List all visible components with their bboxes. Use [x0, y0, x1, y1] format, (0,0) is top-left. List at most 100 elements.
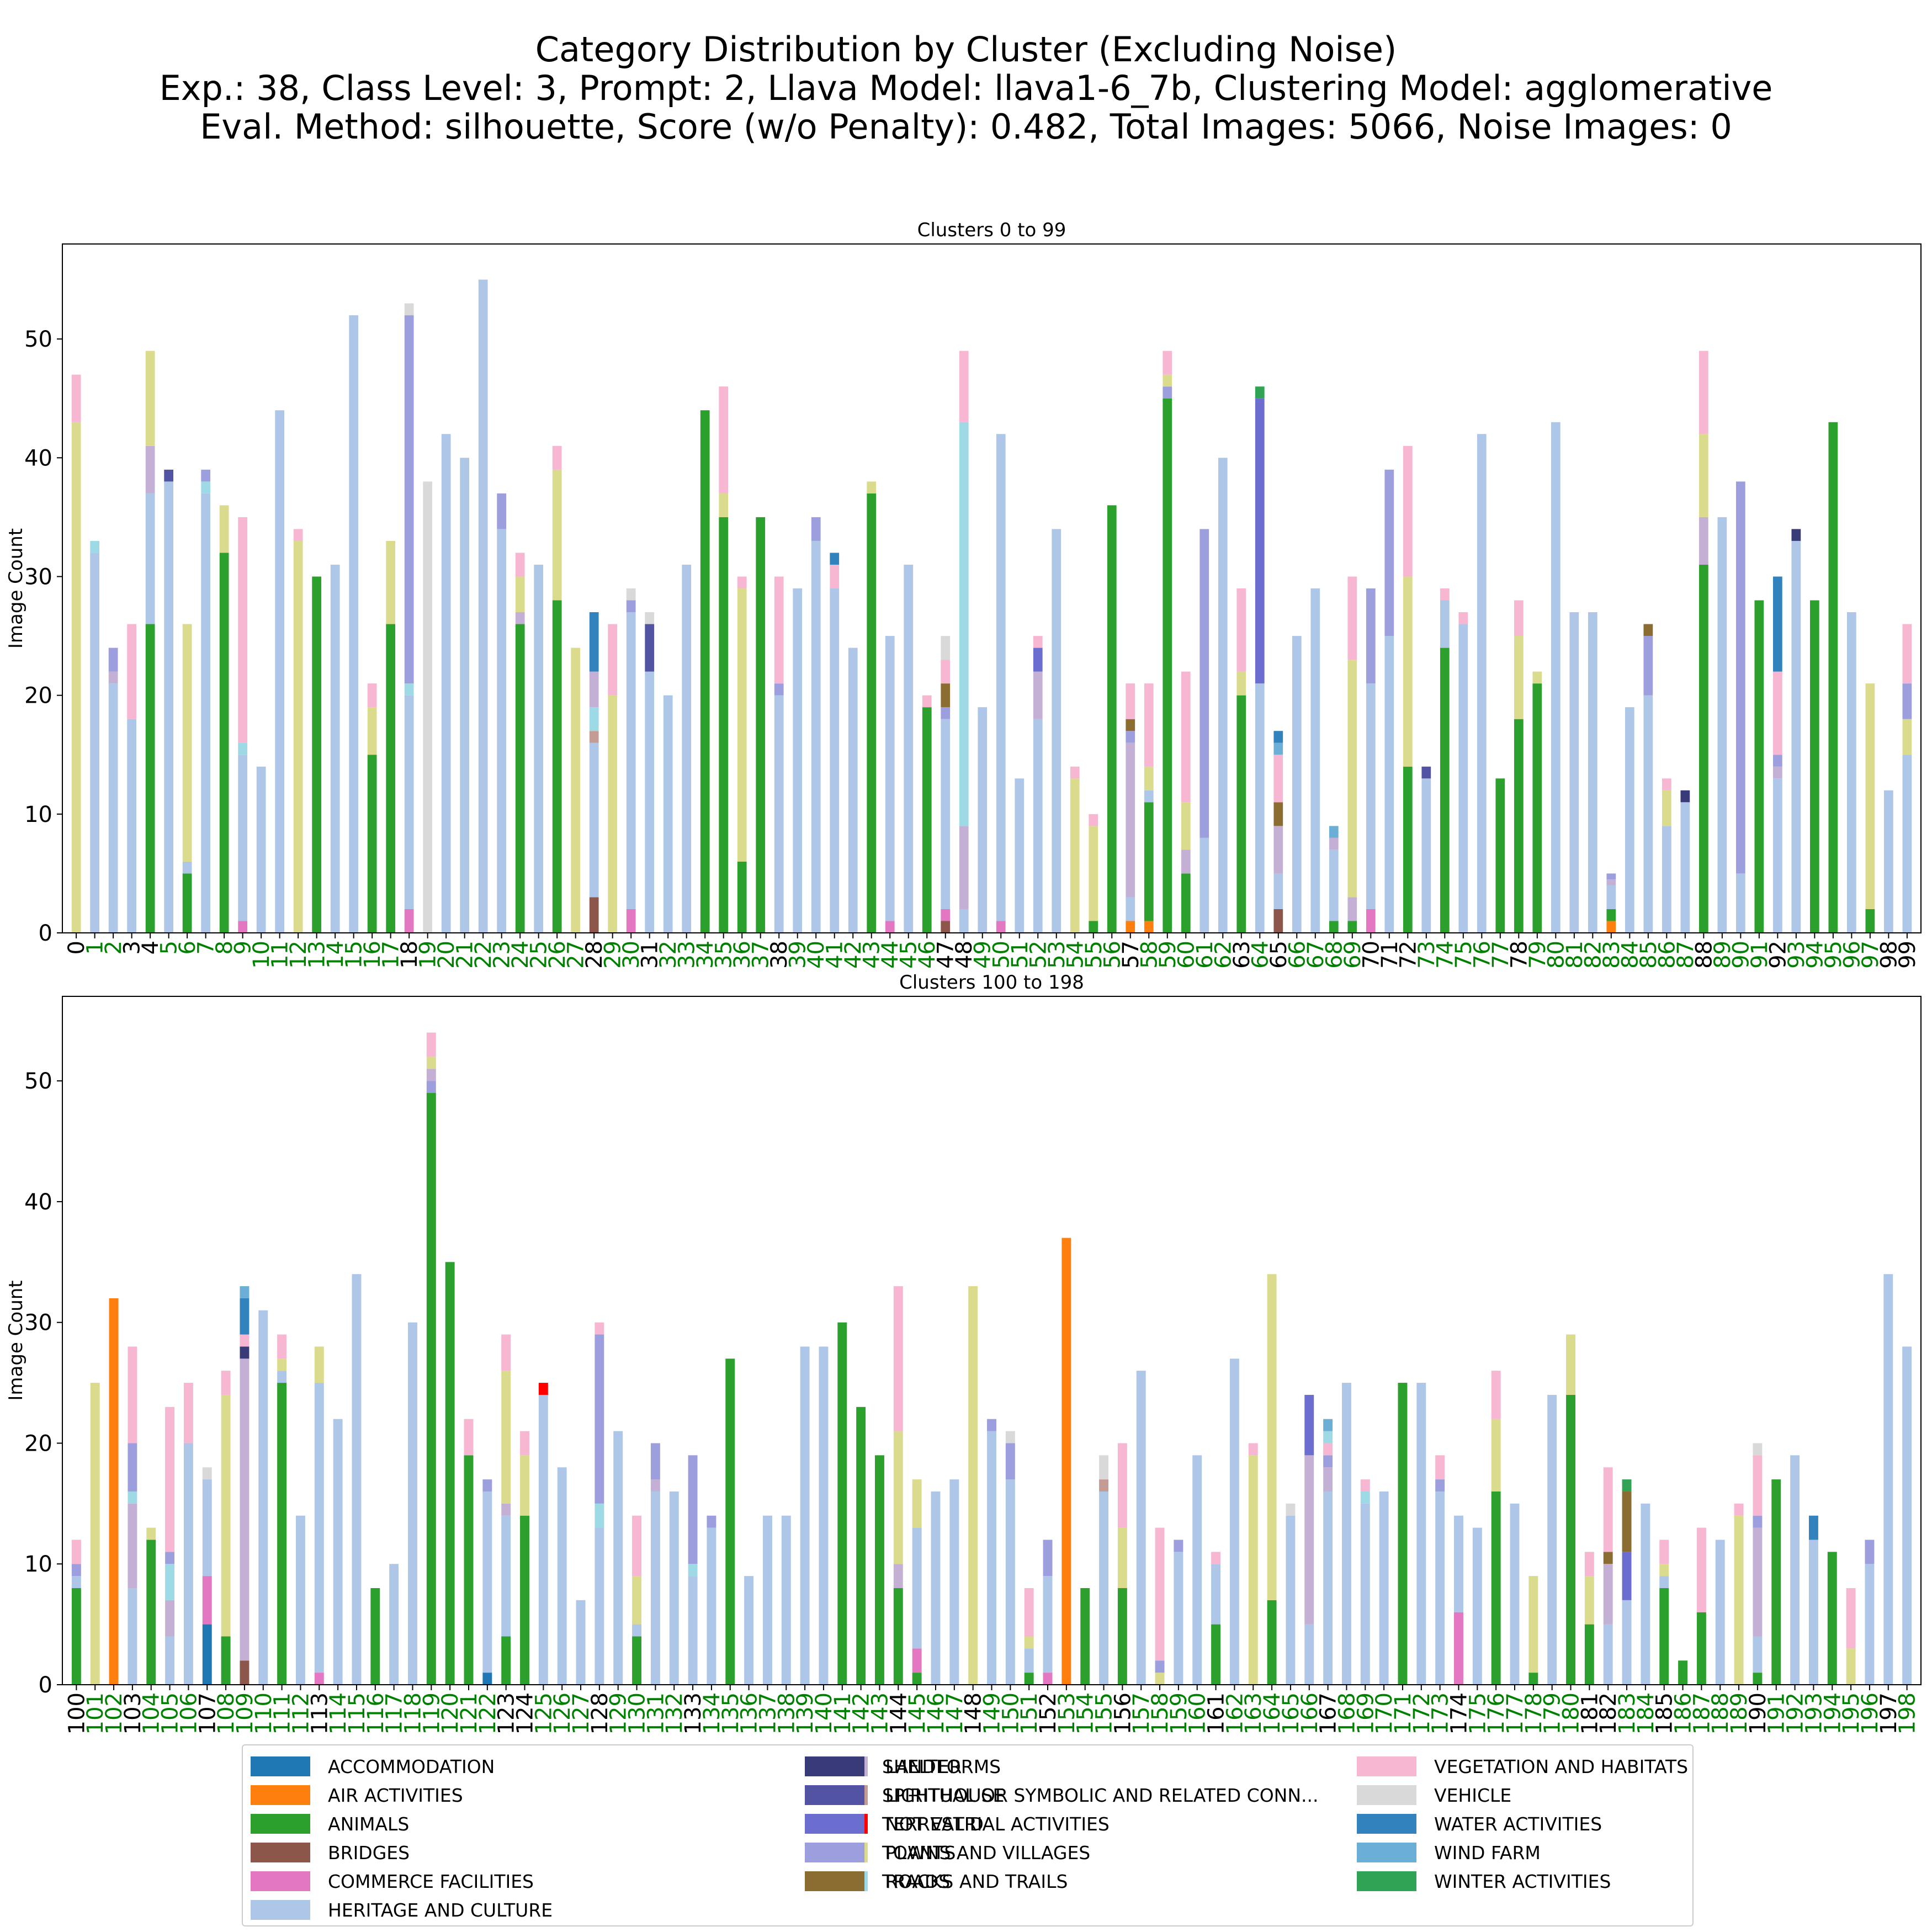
bar-segment: [1547, 1394, 1557, 1685]
bar-segment: [744, 1576, 754, 1685]
bar-segment: [367, 707, 377, 755]
bar-segment: [1163, 374, 1172, 387]
bar-segment: [1753, 1527, 1763, 1637]
bar-segment: [445, 1262, 455, 1685]
bar-segment: [201, 481, 211, 493]
x-tick-label: 124: [513, 1692, 538, 1734]
x-tick-label: 43: [859, 941, 885, 969]
bar-segment: [1366, 683, 1376, 909]
x-tick-label: 109: [232, 1692, 258, 1734]
bar-segment: [1273, 826, 1283, 874]
x-tick-label: 85: [1636, 941, 1662, 969]
bar-segment: [1099, 1491, 1108, 1685]
bar-segment: [1329, 921, 1339, 933]
x-tick-label: 148: [961, 1692, 986, 1734]
bar-segment: [1662, 790, 1671, 826]
x-tick-label: 59: [1155, 941, 1181, 969]
legend-label: VEHICLE: [1434, 1784, 1512, 1806]
bar-segment: [1606, 879, 1616, 885]
bar-segment: [1491, 1419, 1501, 1492]
bar-segment: [182, 624, 192, 862]
x-tick-label: 139: [793, 1692, 818, 1734]
x-tick-label: 23: [490, 941, 515, 969]
bar-segment: [1827, 1552, 1837, 1685]
x-tick-label: 126: [550, 1692, 575, 1734]
bar-segment: [460, 458, 470, 933]
bar-segment: [71, 374, 81, 422]
title-line-2: Exp.: 38, Class Level: 3, Prompt: 2, Lla…: [159, 68, 1773, 108]
x-tick-label: 179: [1540, 1692, 1565, 1734]
bar-segment: [538, 1394, 548, 1685]
x-tick-label: 102: [102, 1692, 127, 1734]
bar-segment: [688, 1576, 698, 1685]
x-tick-label: 108: [214, 1692, 239, 1734]
x-tick-label: 187: [1689, 1692, 1715, 1734]
bar-segment: [1791, 540, 1801, 933]
bar-segment: [1606, 885, 1616, 909]
bar-segment: [1099, 1455, 1108, 1480]
bar-segment: [1181, 850, 1191, 874]
x-tick-label: 142: [849, 1692, 874, 1734]
bar-segment: [145, 624, 155, 933]
bar-segment: [1454, 1612, 1463, 1685]
x-tick-label: 169: [1353, 1692, 1378, 1734]
x-tick-label: 73: [1414, 941, 1440, 969]
bar-segment: [258, 1310, 268, 1685]
bar-segment: [931, 1491, 941, 1685]
bar-segment: [349, 315, 359, 933]
legend-swatch: [1357, 1756, 1416, 1776]
bar-segment: [682, 564, 692, 933]
x-tick-label: 16: [360, 941, 385, 969]
bar-segment: [1384, 636, 1394, 933]
bar-segment: [1435, 1491, 1445, 1685]
x-tick-label: 161: [1204, 1692, 1229, 1734]
bar-segment: [482, 1479, 492, 1492]
bar-segment: [1403, 576, 1413, 767]
bar-segment: [1435, 1479, 1445, 1492]
bar-segment: [632, 1515, 642, 1577]
bar-segment: [1211, 1564, 1221, 1625]
bar-segment: [370, 1588, 380, 1685]
bar-segment: [688, 1455, 698, 1564]
bar-segment: [145, 351, 155, 446]
bar-segment: [1310, 588, 1320, 933]
bar-segment: [737, 576, 747, 588]
bar-segment: [1662, 826, 1671, 933]
y-tick-label: 40: [24, 445, 52, 471]
bar-segment: [202, 1467, 212, 1480]
bar-segment: [719, 386, 729, 493]
bar-segment: [774, 683, 784, 696]
bar-segment: [314, 1673, 324, 1685]
bar-segment: [1771, 1479, 1781, 1685]
bar-segment: [404, 303, 414, 316]
bar-segment: [707, 1515, 716, 1528]
bar-segment: [1144, 683, 1154, 767]
legend-label: TERRESTRIAL ACTIVITIES: [882, 1813, 1110, 1835]
x-tick-label: 19: [416, 941, 441, 969]
bar-segment: [959, 422, 969, 826]
bar-segment: [811, 517, 821, 541]
x-tick-label: 58: [1137, 941, 1162, 969]
bar-segment: [1643, 695, 1653, 933]
legend-label: WIND FARM: [1434, 1841, 1541, 1864]
x-tick-label: 55: [1081, 941, 1107, 969]
y-tick-label: 0: [39, 921, 52, 946]
bar-segment: [71, 1540, 81, 1564]
bar-segment: [219, 553, 229, 933]
x-tick-label: 146: [923, 1692, 949, 1734]
bar-segment: [912, 1527, 922, 1649]
bar-segment: [1136, 1371, 1146, 1685]
bar-segment: [330, 564, 340, 933]
bar-segment: [1902, 1346, 1912, 1685]
x-tick-label: 128: [587, 1692, 613, 1734]
bar-segment: [108, 683, 118, 933]
bar-segment: [1603, 1467, 1613, 1552]
bar-segment: [1126, 719, 1135, 731]
bar-segment: [1329, 837, 1339, 850]
x-tick-label: 189: [1727, 1692, 1752, 1734]
x-tick-label: 28: [582, 941, 607, 969]
x-tick-label: 195: [1839, 1692, 1864, 1734]
bar-segment: [1735, 481, 1745, 874]
bar-segment: [277, 1383, 287, 1685]
x-tick-label: 7: [194, 941, 219, 954]
